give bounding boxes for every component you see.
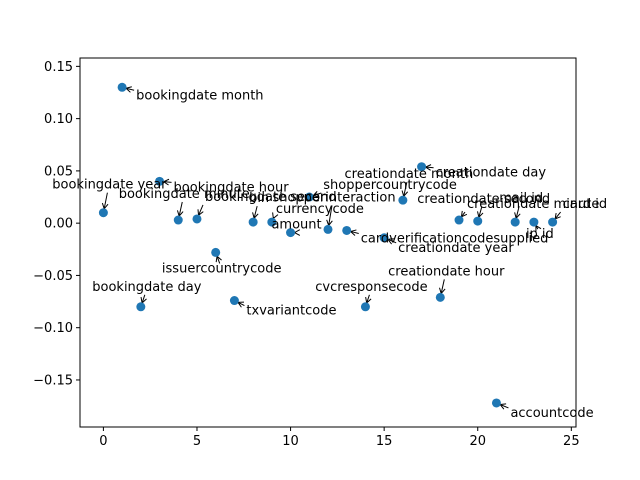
- data-point: [360, 302, 370, 312]
- point-label: creationdate day: [436, 166, 547, 181]
- point-label: shopperinteraction: [272, 190, 395, 205]
- x-tick-label: 10: [282, 434, 299, 449]
- point-label: bookingdate minute: [119, 187, 250, 202]
- y-tick-label: 0.15: [44, 60, 73, 75]
- axis-ticks: 0 5 10 15 20 25 0.15 0.10 0.05 0.00 −0.05 −0.10 −0.1…: [33, 60, 579, 449]
- point-label: bookingdate day: [92, 280, 201, 295]
- data-point: [155, 176, 165, 186]
- point-label: cardverificationcodesupplied: [361, 231, 549, 246]
- point-label: creationdate month: [345, 167, 474, 182]
- point-label: mail id: [499, 191, 543, 206]
- annotation-arrow: [515, 205, 520, 219]
- y-tick-label: −0.05: [33, 269, 73, 284]
- data-point: [229, 296, 239, 306]
- data-point: [267, 217, 277, 227]
- annotation-arrow: [163, 181, 172, 183]
- x-tick-label: 15: [376, 434, 393, 449]
- point-label: issuercountrycode: [162, 261, 282, 276]
- data-point: [454, 215, 464, 225]
- plot-frame: [79, 57, 577, 428]
- data-point: [192, 214, 202, 224]
- data-points: [98, 82, 558, 408]
- annotation-arrow: [103, 192, 108, 209]
- point-label: bin: [249, 191, 269, 206]
- data-point: [323, 224, 333, 234]
- point-label: card id: [563, 197, 607, 212]
- data-point: [136, 302, 146, 312]
- y-tick-label: −0.10: [33, 321, 73, 336]
- annotation-arrow: [328, 205, 333, 226]
- point-labels: bookingdate year bookingdate month booking…: [52, 88, 607, 421]
- data-point: [473, 216, 483, 226]
- y-tick-label: 0.10: [44, 112, 73, 127]
- data-point: [248, 217, 258, 227]
- data-point: [173, 215, 183, 225]
- annotation-arrow: [366, 294, 370, 304]
- point-label: currencycode: [276, 202, 364, 217]
- plot-area: [80, 58, 576, 427]
- annotation-arrow: [425, 166, 434, 169]
- data-point: [98, 208, 108, 218]
- point-label: bookingdate year: [52, 178, 167, 193]
- y-tick-label: 0.00: [44, 217, 73, 232]
- point-label: amount: [271, 218, 321, 233]
- annotation-arrow: [554, 211, 561, 220]
- data-point: [491, 398, 501, 408]
- point-label: ip id: [526, 227, 554, 242]
- point-label: txvariantcode: [246, 304, 336, 319]
- x-tick-label: 5: [193, 434, 201, 449]
- annotation-arrow: [387, 238, 397, 244]
- point-label: creationdate minute: [467, 197, 599, 212]
- data-point: [379, 233, 389, 243]
- annotation-arrow: [198, 204, 204, 216]
- annotation-arrow: [253, 205, 258, 219]
- point-label: accountcode: [510, 406, 593, 421]
- data-point: [342, 225, 352, 235]
- point-label: creationdate year: [398, 241, 514, 256]
- annotation-arrow: [178, 201, 183, 217]
- data-point: [435, 292, 445, 302]
- point-label: creationdate second: [417, 192, 550, 207]
- data-point: [398, 195, 408, 205]
- point-label: creationdate hour: [388, 264, 505, 279]
- x-tick-label: 25: [563, 434, 580, 449]
- data-point: [286, 228, 296, 238]
- annotation-arrow: [440, 279, 445, 294]
- annotation-arrow: [478, 206, 483, 218]
- data-point: [510, 217, 520, 227]
- data-point: [417, 162, 427, 172]
- annotation-arrow: [403, 182, 408, 197]
- point-label: bookingdate month: [136, 88, 263, 103]
- point-label: cvcresponsecode: [315, 280, 427, 295]
- x-tick-label: 0: [99, 434, 107, 449]
- annotation-arrow: [499, 404, 509, 409]
- data-point: [529, 217, 539, 227]
- point-label: bookingdate hour: [174, 180, 290, 195]
- point-label: shoppercountrycode: [323, 178, 457, 193]
- annotation-arrow: [237, 301, 245, 306]
- annotation-arrow: [141, 294, 146, 304]
- data-point: [117, 82, 127, 92]
- x-tick-label: 20: [469, 434, 486, 449]
- annotation-arrow: [216, 256, 221, 264]
- y-tick-label: −0.15: [33, 373, 73, 388]
- y-tick-label: 0.05: [44, 164, 73, 179]
- data-point: [304, 192, 314, 202]
- annotation-arrow: [312, 192, 322, 197]
- point-label: bookingdate second: [205, 190, 337, 205]
- data-point: [211, 247, 221, 257]
- data-point: [548, 217, 558, 227]
- annotation-arrow: [350, 230, 359, 234]
- annotation-arrow: [125, 87, 135, 91]
